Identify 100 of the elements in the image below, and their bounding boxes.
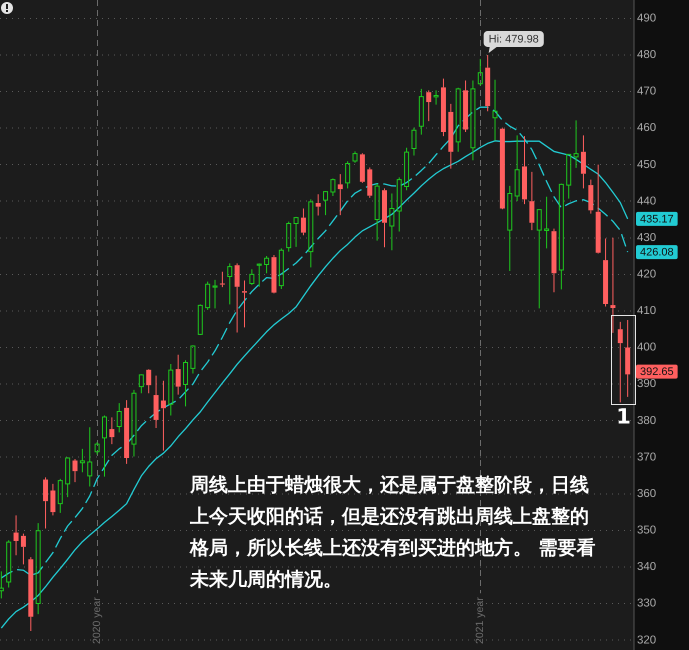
candlestick xyxy=(485,54,490,112)
y-tick-label: 440 xyxy=(637,195,656,208)
candlestick xyxy=(300,208,306,236)
y-tick-label: 490 xyxy=(637,12,656,24)
candlestick xyxy=(20,533,26,565)
candlestick xyxy=(522,136,527,205)
candlestick xyxy=(116,402,122,433)
candlestick xyxy=(109,416,114,445)
candlestick xyxy=(374,183,380,242)
candlestick xyxy=(28,556,34,632)
candlestick xyxy=(603,238,608,308)
data-label: 426.08 xyxy=(640,246,674,259)
candlestick xyxy=(625,320,630,398)
candlestick xyxy=(588,179,594,214)
candlestick xyxy=(264,256,270,274)
candlestick xyxy=(618,321,623,403)
y-tick-label: 400 xyxy=(637,342,656,354)
candlestick xyxy=(183,360,188,407)
candlestick xyxy=(212,279,218,309)
y-tick-label: 460 xyxy=(637,122,656,134)
candlestick xyxy=(220,271,225,288)
y-tick-label: 330 xyxy=(637,598,656,610)
candlestick xyxy=(316,194,321,216)
candlestick xyxy=(574,120,579,168)
candlestick xyxy=(234,262,240,333)
candlestick xyxy=(456,87,461,152)
y-tick-label: 450 xyxy=(637,158,656,171)
data-label: 435.17 xyxy=(640,213,674,226)
candlestick xyxy=(382,188,387,248)
x-tick-label: 2021 year xyxy=(474,596,486,644)
candlestick xyxy=(176,354,181,396)
y-tick-label: 360 xyxy=(637,488,656,500)
candlestick xyxy=(160,380,166,452)
candlestick xyxy=(87,426,92,487)
x-tick-label: 2020 year xyxy=(91,596,104,644)
candlestick xyxy=(72,458,78,483)
candlestick xyxy=(463,80,468,133)
y-tick-label: 370 xyxy=(637,451,656,464)
candlestick xyxy=(168,363,174,416)
candlestick xyxy=(14,514,19,556)
y-tick-label: 470 xyxy=(637,86,656,98)
candlestick xyxy=(65,457,70,498)
candlestick xyxy=(50,483,56,516)
candlestick xyxy=(271,254,276,293)
candlestick xyxy=(36,522,41,615)
candlestick xyxy=(242,280,247,328)
candlestick xyxy=(544,196,550,249)
annotation: 周线上由于蜡烛很大，还是属于盘整阶段，日线上今天收阳的话，但是还没有跳出周线上盘整的格局，所以长线上还没有到买进的地方。 需要看未来几周的情况。 xyxy=(189,474,596,590)
annotation: Hi: 479.98 xyxy=(488,33,539,46)
candlestick xyxy=(470,80,476,161)
y-tick-label: 350 xyxy=(637,524,656,537)
candlestick xyxy=(418,88,424,136)
y-tick-label: 390 xyxy=(637,378,656,390)
candlestick xyxy=(294,217,299,248)
y-tick-label: 410 xyxy=(637,305,656,318)
candlestick xyxy=(426,90,432,122)
candlestick xyxy=(124,400,130,464)
candlestick xyxy=(500,127,505,208)
candlestick xyxy=(0,570,4,599)
candlestick xyxy=(580,134,586,189)
candlestick xyxy=(389,193,394,251)
candlestick xyxy=(43,476,48,530)
y-tick-label: 340 xyxy=(637,561,656,574)
y-tick-label: 480 xyxy=(637,49,656,62)
candlestick xyxy=(256,264,262,288)
candlestick xyxy=(492,79,498,141)
candlestick xyxy=(551,228,556,293)
candlestick xyxy=(596,164,601,253)
candlestick xyxy=(558,184,564,290)
candlestick xyxy=(448,103,454,170)
candlestick xyxy=(367,167,372,198)
candlestick xyxy=(411,127,416,156)
annotation: 1 xyxy=(616,404,631,428)
candlestick xyxy=(507,185,512,272)
y-tick-label: 380 xyxy=(637,414,656,427)
candlestick xyxy=(338,174,343,216)
candlestick xyxy=(102,415,107,478)
candlestick xyxy=(138,374,144,394)
candlestick xyxy=(131,389,136,457)
candlestick xyxy=(514,134,520,202)
candlestick xyxy=(529,171,534,231)
candlestick xyxy=(308,198,314,268)
candlestick xyxy=(478,58,483,86)
text: 392.65 xyxy=(640,366,674,378)
candlestick xyxy=(434,90,439,106)
candlestick xyxy=(58,478,63,514)
y-tick-label: 320 xyxy=(637,634,656,646)
candlestick xyxy=(146,370,152,394)
y-tick-label: 420 xyxy=(637,268,656,281)
candlestick xyxy=(396,176,402,232)
candlestick xyxy=(227,262,232,305)
candlestick xyxy=(440,78,446,137)
y-tick-label: 430 xyxy=(637,232,656,244)
candlestick xyxy=(323,191,328,216)
candlestick xyxy=(80,448,85,473)
candlestick xyxy=(536,209,542,309)
candlestick xyxy=(566,154,572,200)
candlestick xyxy=(610,237,616,334)
candlestick xyxy=(154,375,159,428)
candlestick xyxy=(249,268,254,286)
